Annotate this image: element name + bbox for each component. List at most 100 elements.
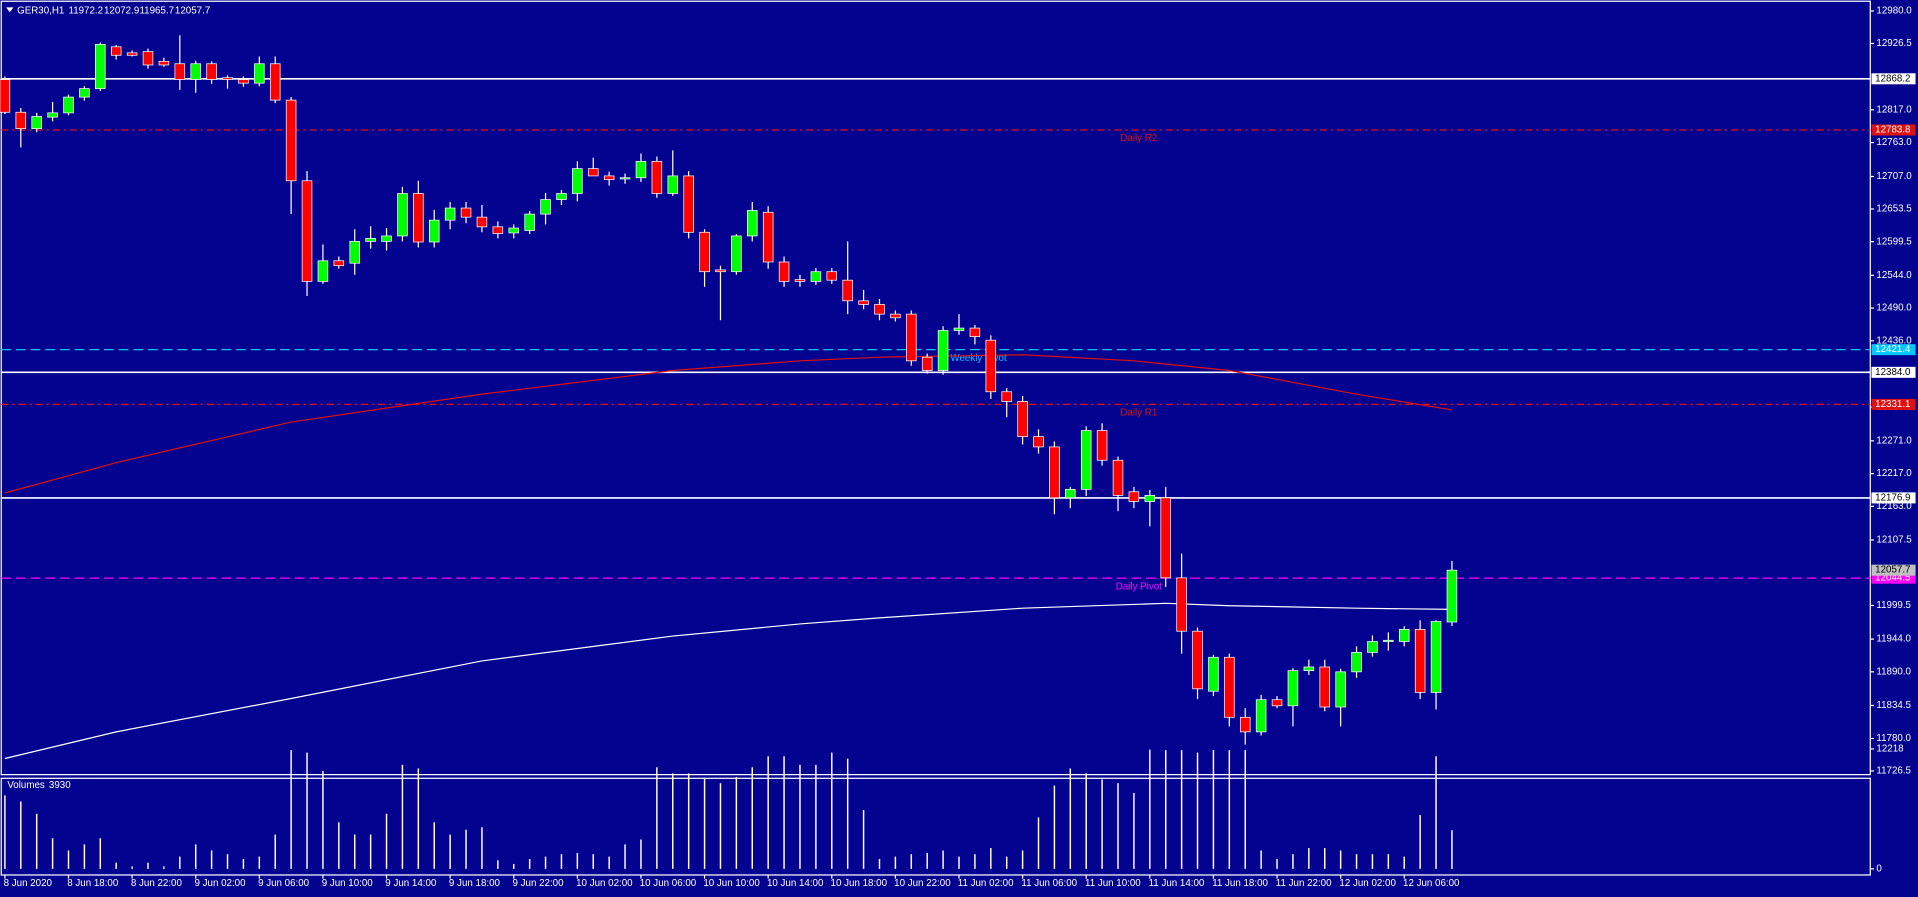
level-text: Daily R1	[1120, 408, 1157, 419]
y-tick-label: 12707.0	[1876, 171, 1912, 182]
y-tick-label: 12490.0	[1876, 303, 1912, 314]
candle-body	[476, 216, 488, 228]
price-panel-border	[0, 0, 1871, 776]
candle-body	[1239, 716, 1251, 733]
candle-body	[890, 313, 901, 319]
candle-body	[1224, 656, 1235, 718]
candle-body	[619, 177, 631, 180]
y-tick-label: 12599.5	[1876, 236, 1912, 247]
candle-body	[444, 207, 456, 221]
candle-body	[63, 96, 74, 114]
level-tag	[1871, 572, 1916, 584]
candle-body	[317, 260, 329, 282]
candle-body	[699, 231, 710, 273]
candle-body	[794, 279, 806, 282]
candle-body	[1001, 391, 1012, 402]
candle-body	[1351, 652, 1362, 673]
x-tick-label: 11 Jun 14:00	[1149, 878, 1205, 889]
candle-body	[110, 46, 122, 56]
candle-body	[397, 193, 408, 237]
candle-body	[1112, 459, 1124, 496]
header-high: 12072.9	[104, 6, 139, 17]
candle-body	[1160, 497, 1171, 579]
candle-body	[921, 356, 933, 371]
candle-body	[1033, 436, 1044, 448]
x-tick-label: 11 Jun 10:00	[1085, 878, 1141, 889]
candle-body	[142, 51, 154, 66]
candle-body	[269, 63, 281, 101]
candle-body	[572, 168, 583, 194]
menu-triangle[interactable]	[6, 7, 14, 13]
candle-body	[95, 43, 106, 89]
y-tick-label: 12436.0	[1876, 335, 1912, 346]
candle-body	[492, 226, 504, 234]
level-tag	[1871, 366, 1916, 378]
candle-body	[1096, 430, 1108, 461]
candle-body	[508, 227, 520, 234]
candle-body	[747, 210, 758, 237]
candle-body	[1271, 699, 1283, 707]
candle-body	[1144, 495, 1156, 502]
level-tag-label: 12044.5	[1875, 573, 1911, 584]
candle-body	[1176, 577, 1187, 632]
level-tag	[1871, 492, 1916, 504]
level-tag-label: 12176.9	[1875, 492, 1910, 503]
candle-body	[0, 79, 11, 113]
volume-current: 3930	[49, 780, 71, 791]
candle-body	[1367, 641, 1378, 653]
x-tick-label: 12 Jun 06:00	[1403, 878, 1460, 889]
candle-body	[1049, 446, 1060, 499]
moving-average	[4, 602, 1452, 760]
candle-body	[953, 327, 965, 331]
x-tick-label: 12 Jun 02:00	[1339, 878, 1396, 889]
candle-body	[778, 261, 790, 282]
x-tick-label: 8 Jun 18:00	[67, 878, 119, 889]
x-tick-label: 9 Jun 18:00	[449, 878, 501, 889]
x-tick-label: 11 Jun 06:00	[1021, 878, 1077, 889]
candle-body	[842, 279, 853, 302]
volume-tick-label: 0	[1876, 863, 1882, 874]
candle-body	[190, 63, 201, 80]
candle-body	[1192, 630, 1203, 690]
header-low: 11965.7	[139, 6, 174, 17]
x-tick-label: 11 Jun 22:00	[1276, 878, 1332, 889]
candle-body	[715, 269, 726, 273]
candle-body	[969, 327, 981, 337]
candle-body	[333, 260, 345, 267]
candle-body	[651, 160, 663, 194]
candle-body	[1430, 621, 1442, 693]
x-tick-label: 8 Jun 22:00	[131, 878, 183, 889]
moving-average	[4, 354, 1453, 494]
level-tag-label: 12421.4	[1875, 344, 1911, 355]
y-tick-label: 12217.0	[1876, 468, 1912, 479]
candle-body	[301, 180, 313, 282]
y-tick-label: 12653.5	[1876, 204, 1912, 215]
level-tag-label: 12331.1	[1875, 399, 1910, 410]
y-tick-label: 11834.5	[1876, 700, 1911, 711]
candle-body	[810, 271, 822, 282]
candle-body	[365, 237, 376, 242]
level-text: Daily R2	[1120, 133, 1157, 144]
candle-body	[47, 112, 58, 118]
candle-body	[1446, 569, 1458, 623]
candle-body	[79, 88, 90, 98]
candle-body	[556, 193, 567, 200]
candle-body	[1255, 699, 1267, 733]
candle-body	[1128, 491, 1140, 502]
candle-body	[1065, 488, 1076, 499]
header-close: 12057.7	[175, 6, 210, 17]
candle-body	[1287, 670, 1299, 707]
x-tick-label: 10 Jun 18:00	[831, 878, 888, 889]
candle-body	[1080, 430, 1092, 490]
x-tick-label: 10 Jun 14:00	[767, 878, 824, 889]
x-tick-label: 11 Jun 18:00	[1212, 878, 1268, 889]
candle-body	[254, 63, 265, 84]
candle-body	[1383, 639, 1394, 642]
x-tick-label: 9 Jun 22:00	[513, 878, 565, 889]
level-text: Weekly Pivot	[950, 353, 1007, 364]
candle-body	[238, 79, 249, 84]
volume-tick-label: 12218	[1876, 744, 1903, 755]
y-tick-label: 12107.5	[1876, 535, 1912, 546]
level-tag	[1871, 73, 1916, 85]
